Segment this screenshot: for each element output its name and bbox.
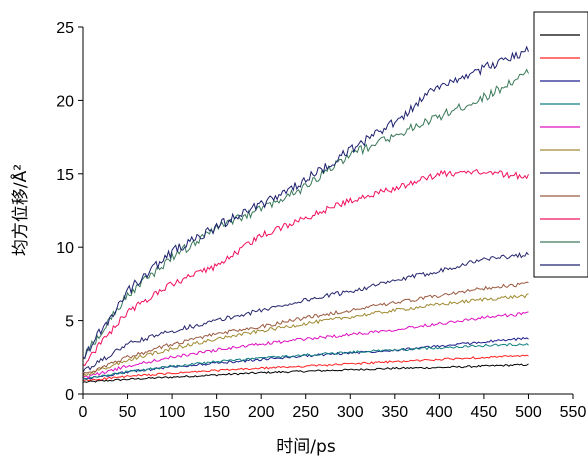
- x-tick-label: 500: [515, 404, 542, 421]
- x-tick-label: 50: [119, 404, 137, 421]
- series-line: [82, 45, 529, 360]
- x-tick-label: 450: [471, 404, 498, 421]
- y-tick-label: 20: [56, 93, 74, 110]
- legend: [533, 11, 588, 278]
- axes-layer: [82, 27, 573, 395]
- series-line: [82, 293, 529, 377]
- legend-box: [533, 11, 588, 278]
- y-axis-title: 均方位移/Å²: [9, 164, 31, 256]
- y-tick-label: 15: [56, 167, 74, 184]
- x-axis-title: 时间/ps: [276, 437, 336, 457]
- series-line: [82, 311, 529, 379]
- y-tick-label: 0: [65, 387, 74, 404]
- y-tick-label: 10: [56, 240, 74, 257]
- series-line: [82, 354, 529, 382]
- x-tick-label: 300: [337, 404, 364, 421]
- x-tick-label: 0: [79, 404, 88, 421]
- series-line: [82, 168, 529, 367]
- x-tick-label: 550: [560, 404, 587, 421]
- x-tick-label: 250: [292, 404, 319, 421]
- x-tick-label: 150: [203, 404, 230, 421]
- x-tick-label: 100: [159, 404, 186, 421]
- series-line: [82, 251, 529, 373]
- series-line: [82, 363, 529, 383]
- x-tick-label: 200: [248, 404, 275, 421]
- y-tick-label: 5: [65, 314, 74, 331]
- x-tick-label: 400: [426, 404, 453, 421]
- x-tick-label: 350: [381, 404, 408, 421]
- y-tick-label: 25: [56, 20, 74, 37]
- ticks-layer: 0 50 100 150 200 250 300 350 400 450 500 550 0 5 10 15 2…: [56, 20, 586, 421]
- series-line: [82, 281, 529, 376]
- series-line: [82, 342, 529, 381]
- series-layer: [82, 45, 529, 383]
